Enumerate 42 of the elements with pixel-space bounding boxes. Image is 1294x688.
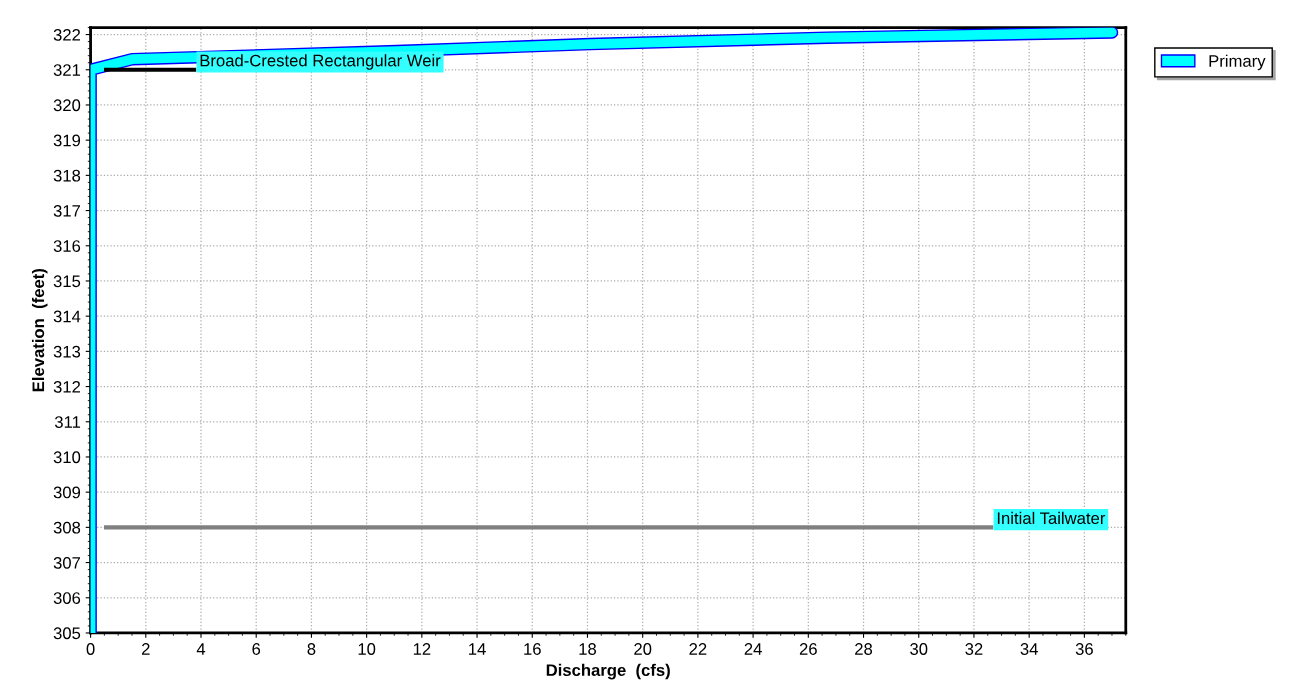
x-tick-label: 8	[307, 643, 316, 655]
y-axis-title: Elevation (feet)	[31, 269, 48, 392]
x-tick-label: 4	[196, 643, 206, 655]
y-tick-label: 309	[53, 486, 81, 499]
x-tick-label: 20	[634, 643, 652, 655]
y-tick-label: 322	[53, 28, 81, 41]
x-tick-label: 32	[965, 643, 983, 655]
y-tick-label: 314	[53, 310, 81, 323]
x-tick-label: 14	[469, 643, 486, 655]
y-tick-label: 308	[53, 521, 81, 534]
x-tick-label: 12	[413, 643, 431, 655]
y-tick-label: 320	[53, 99, 81, 112]
y-tick-label: 321	[53, 64, 81, 76]
y-tick-label: 305	[53, 627, 81, 640]
y-tick-label: 316	[53, 240, 81, 252]
ref-line-label: Broad-Crested Rectangular Weir	[200, 54, 441, 70]
legend-label: Primary	[1209, 54, 1266, 71]
x-tick-label: 18	[579, 643, 597, 655]
x-tick-label: 28	[855, 643, 873, 655]
x-axis-title: Discharge (cfs)	[546, 663, 670, 680]
x-tick-label: 24	[744, 643, 762, 655]
x-tick-label: 22	[689, 643, 707, 655]
x-tick-label: 2	[142, 643, 150, 655]
y-tick-label: 317	[53, 204, 81, 217]
y-tick-label: 306	[53, 592, 81, 604]
y-tick-label: 318	[53, 169, 81, 182]
y-tick-label: 319	[53, 134, 81, 147]
x-tick-label: 36	[1075, 643, 1093, 655]
y-tick-label: 307	[53, 556, 81, 569]
y-tick-label: 312	[53, 380, 81, 393]
ref-line-label: Initial Tailwater	[997, 511, 1106, 525]
x-tick-label: 10	[358, 643, 376, 655]
x-tick-label: 0	[86, 643, 95, 655]
x-tick-label: 30	[910, 643, 928, 655]
x-tick-label: 26	[799, 643, 817, 655]
y-tick-label: 315	[53, 275, 81, 288]
y-tick-label: 310	[53, 451, 81, 464]
y-tick-label: 313	[53, 345, 81, 358]
x-tick-label: 34	[1020, 643, 1038, 655]
x-tick-label: 16	[524, 643, 541, 655]
y-tick-label: 311	[54, 416, 81, 428]
x-tick-label: 6	[252, 643, 261, 655]
